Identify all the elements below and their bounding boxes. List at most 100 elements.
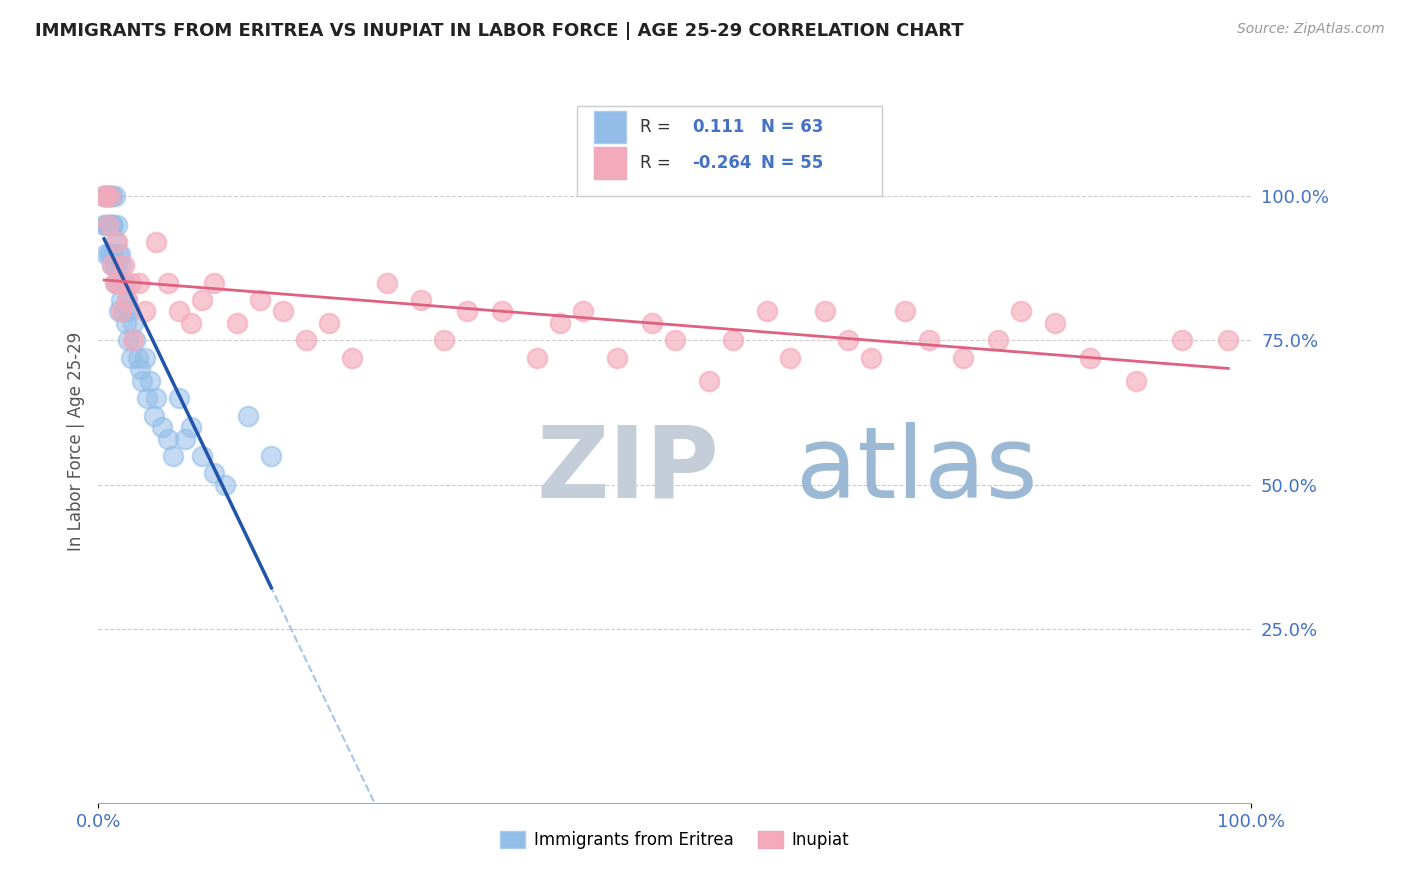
Point bbox=[96, 218, 118, 232]
Point bbox=[987, 334, 1010, 348]
Point bbox=[108, 304, 131, 318]
Point bbox=[1125, 374, 1147, 388]
Point bbox=[108, 276, 131, 290]
Point bbox=[340, 351, 363, 365]
Point bbox=[98, 246, 121, 260]
Legend: Immigrants from Eritrea, Inupiat: Immigrants from Eritrea, Inupiat bbox=[494, 824, 856, 856]
Point bbox=[117, 293, 139, 307]
Point bbox=[104, 276, 127, 290]
Point bbox=[110, 258, 132, 272]
Point bbox=[411, 293, 433, 307]
Point bbox=[120, 276, 142, 290]
Point bbox=[375, 276, 398, 290]
Point bbox=[105, 218, 128, 232]
Text: R =: R = bbox=[640, 154, 676, 172]
Point bbox=[120, 351, 142, 365]
Point bbox=[129, 362, 152, 376]
Point bbox=[117, 334, 139, 348]
Text: Source: ZipAtlas.com: Source: ZipAtlas.com bbox=[1237, 22, 1385, 37]
Point bbox=[118, 304, 141, 318]
Point bbox=[131, 374, 153, 388]
Point bbox=[108, 276, 131, 290]
Point bbox=[96, 246, 118, 260]
Point bbox=[127, 351, 149, 365]
Point bbox=[101, 258, 124, 272]
Point bbox=[100, 189, 122, 203]
Point bbox=[526, 351, 548, 365]
Point bbox=[156, 432, 179, 446]
Point bbox=[456, 304, 478, 318]
Point bbox=[1010, 304, 1032, 318]
Point bbox=[98, 218, 121, 232]
Point bbox=[641, 316, 664, 330]
Text: N = 63: N = 63 bbox=[762, 118, 824, 136]
Point bbox=[97, 218, 120, 232]
Point bbox=[174, 432, 197, 446]
Point bbox=[1078, 351, 1101, 365]
Point bbox=[837, 334, 859, 348]
Point bbox=[103, 218, 125, 232]
Point bbox=[167, 304, 190, 318]
Point bbox=[180, 420, 202, 434]
Point bbox=[952, 351, 974, 365]
Point bbox=[134, 304, 156, 318]
Point bbox=[433, 334, 456, 348]
FancyBboxPatch shape bbox=[576, 105, 883, 196]
Point bbox=[814, 304, 837, 318]
Point bbox=[105, 235, 128, 249]
Point bbox=[128, 276, 150, 290]
Point bbox=[180, 316, 202, 330]
Point bbox=[699, 374, 721, 388]
Point bbox=[139, 374, 162, 388]
Point bbox=[96, 189, 118, 203]
Point bbox=[103, 189, 125, 203]
Text: ZIP: ZIP bbox=[537, 422, 720, 519]
Point bbox=[97, 246, 120, 260]
Point bbox=[571, 304, 593, 318]
Point bbox=[664, 334, 686, 348]
FancyBboxPatch shape bbox=[595, 147, 627, 179]
Point bbox=[894, 304, 917, 318]
Point bbox=[103, 246, 125, 260]
Point bbox=[295, 334, 318, 348]
Point bbox=[859, 351, 882, 365]
Text: R =: R = bbox=[640, 118, 676, 136]
Point bbox=[114, 276, 136, 290]
Point bbox=[1218, 334, 1240, 348]
Point bbox=[110, 304, 132, 318]
Point bbox=[117, 293, 139, 307]
Text: 0.111: 0.111 bbox=[692, 118, 745, 136]
Point bbox=[101, 189, 124, 203]
Point bbox=[271, 304, 294, 318]
Point bbox=[191, 449, 214, 463]
Point bbox=[260, 449, 283, 463]
Y-axis label: In Labor Force | Age 25-29: In Labor Force | Age 25-29 bbox=[66, 332, 84, 551]
Point bbox=[214, 478, 236, 492]
Point bbox=[101, 258, 124, 272]
Point bbox=[134, 351, 156, 365]
Point bbox=[145, 235, 167, 249]
Text: -0.264: -0.264 bbox=[692, 154, 752, 172]
Point bbox=[111, 276, 134, 290]
Point bbox=[97, 189, 120, 203]
Text: N = 55: N = 55 bbox=[762, 154, 824, 172]
Text: IMMIGRANTS FROM ERITREA VS INUPIAT IN LABOR FORCE | AGE 25-29 CORRELATION CHART: IMMIGRANTS FROM ERITREA VS INUPIAT IN LA… bbox=[35, 22, 963, 40]
Point bbox=[156, 276, 179, 290]
Point bbox=[135, 391, 157, 405]
Point bbox=[150, 420, 173, 434]
Point bbox=[93, 218, 115, 232]
Point bbox=[103, 276, 125, 290]
Point bbox=[98, 189, 121, 203]
Point bbox=[107, 246, 129, 260]
Point bbox=[93, 189, 115, 203]
Point bbox=[112, 304, 135, 318]
Point bbox=[105, 258, 128, 272]
Point bbox=[202, 276, 225, 290]
Point bbox=[548, 316, 571, 330]
Point bbox=[104, 235, 127, 249]
Point bbox=[93, 189, 115, 203]
Point bbox=[167, 391, 190, 405]
Text: atlas: atlas bbox=[796, 422, 1038, 519]
Point bbox=[779, 351, 801, 365]
Point bbox=[93, 189, 115, 203]
